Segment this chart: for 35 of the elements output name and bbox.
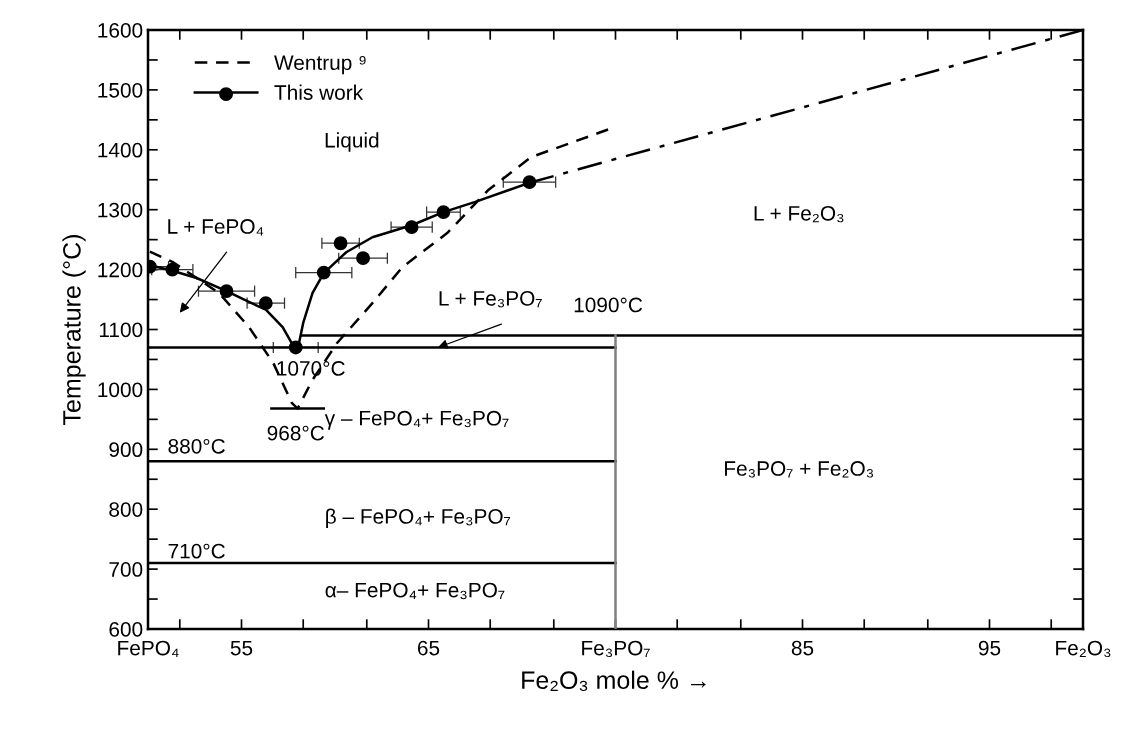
annotation: L + Fe₂O₃ — [754, 205, 844, 223]
annotation: 1090°C — [574, 297, 643, 313]
y-axis-title: Temperature (°C) — [62, 235, 86, 425]
y-tick-label: 1000 — [98, 382, 143, 398]
annotation: Liquid — [325, 132, 379, 152]
annotation: 710°C — [168, 543, 225, 559]
legend-label: Wentrup ⁹ — [274, 55, 366, 75]
legend-label: This work — [274, 84, 364, 100]
y-tick-label: 600 — [109, 622, 143, 637]
annotation: 880°C — [168, 438, 225, 454]
annotation: β – FePO₄+ Fe₃PO₇ — [326, 508, 511, 528]
annotation: L + Fe₃PO₇ — [439, 290, 542, 308]
x-tick-label: FePO₄ — [118, 640, 179, 657]
x-tick-label: 95 — [978, 640, 1001, 656]
y-tick-label: 1300 — [98, 202, 143, 218]
annotation: γ – FePO₄+ Fe₃PO₇ — [324, 410, 509, 430]
x-tick-label: 55 — [230, 640, 253, 656]
y-tick-label: 800 — [109, 502, 143, 517]
y-tick-label: 1100 — [99, 322, 143, 338]
x-tick-label: 65 — [417, 640, 440, 656]
x-tick-label: Fe₂O₃ — [1056, 640, 1111, 658]
y-tick-label: 1200 — [98, 262, 143, 278]
annotation: 968°C — [267, 425, 325, 441]
annotation: 1070°C — [277, 361, 345, 376]
y-tick-label: 900 — [109, 442, 143, 458]
x-tick-label: Fe₃PO₇ — [582, 640, 650, 658]
x-tick-label: 85 — [791, 640, 814, 656]
y-tick-label: 1400 — [98, 142, 143, 158]
y-tick-label: 1500 — [98, 82, 143, 98]
x-axis-title: Fe₂O₃ mole % → — [522, 670, 706, 692]
annotation: α– FePO₄+ Fe₃PO₇ — [325, 582, 505, 600]
annotation: Fe₃PO₇ + Fe₂O₃ — [725, 461, 874, 478]
y-tick-label: 1600 — [98, 23, 143, 38]
y-tick-label: 700 — [109, 562, 143, 577]
annotation: L + FePO₄ — [168, 219, 264, 236]
